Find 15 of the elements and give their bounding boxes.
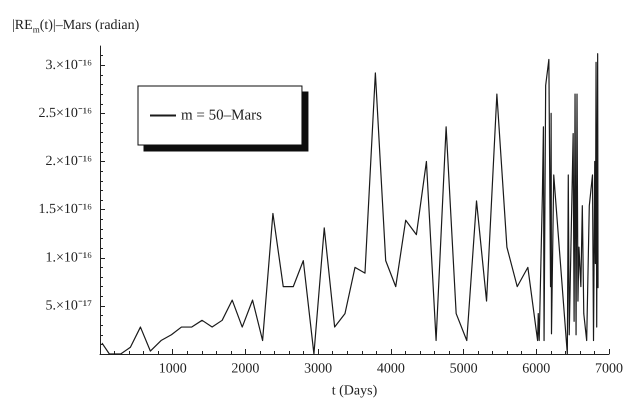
x-tick-label: 4000	[376, 362, 405, 376]
y-tick-label: 1.5×10⁻¹⁶	[38, 202, 92, 218]
y-tick-label: 1.×10⁻¹⁶	[46, 250, 92, 266]
x-tick-label: 5000	[450, 362, 478, 376]
x-tick-label: 3000	[304, 362, 332, 376]
x-axis-title: t (Days)	[332, 384, 378, 398]
x-tick-label: 2000	[231, 362, 260, 376]
x-tick-label: 7000	[595, 362, 623, 376]
x-tick-label: 6000	[522, 362, 550, 376]
x-tick-label: 1000	[158, 362, 187, 376]
legend-label: m = 50–Mars	[181, 108, 262, 124]
y-tick-label: 2.5×10⁻¹⁶	[38, 106, 92, 121]
y-tick-label: 2.×10⁻¹⁶	[46, 154, 92, 169]
y-tick-label: 3.×10⁻¹⁶	[46, 58, 92, 73]
y-tick-label: 5.×10⁻¹⁷	[46, 298, 92, 314]
